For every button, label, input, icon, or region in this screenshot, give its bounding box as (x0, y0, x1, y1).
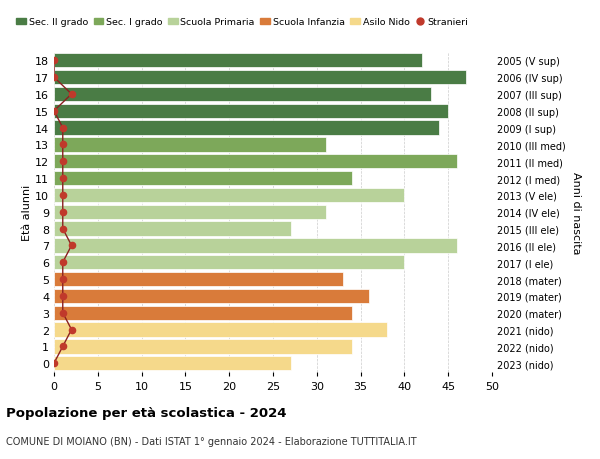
Bar (54, 306, 352, 320)
Bar (54, 239, 457, 253)
Bar (54, 71, 466, 85)
Bar (54, 323, 387, 337)
Legend: Sec. II grado, Sec. I grado, Scuola Primaria, Scuola Infanzia, Asilo Nido, Stran: Sec. II grado, Sec. I grado, Scuola Prim… (13, 14, 472, 31)
Point (67, 91, 76, 98)
Point (58, 158, 68, 166)
Point (49, 108, 59, 115)
Y-axis label: Età alunni: Età alunni (22, 184, 32, 241)
Point (67, 326, 76, 334)
Bar (54, 256, 404, 270)
Text: Popolazione per età scolastica - 2024: Popolazione per età scolastica - 2024 (6, 406, 287, 419)
Point (58, 225, 68, 233)
Bar (54, 54, 422, 68)
Bar (54, 121, 439, 135)
Bar (54, 205, 326, 219)
Point (49, 74, 59, 82)
Y-axis label: Anni di nascita: Anni di nascita (571, 171, 581, 253)
Bar (54, 289, 370, 303)
Point (58, 259, 68, 266)
Bar (54, 340, 352, 354)
Point (58, 175, 68, 182)
Point (67, 242, 76, 250)
Point (58, 208, 68, 216)
Point (58, 292, 68, 300)
Point (58, 125, 68, 132)
Point (58, 141, 68, 149)
Point (58, 192, 68, 199)
Text: COMUNE DI MOIANO (BN) - Dati ISTAT 1° gennaio 2024 - Elaborazione TUTTITALIA.IT: COMUNE DI MOIANO (BN) - Dati ISTAT 1° ge… (6, 436, 416, 446)
Bar (54, 88, 431, 102)
Bar (54, 155, 457, 169)
Point (58, 276, 68, 283)
Point (49, 57, 59, 65)
Bar (54, 356, 290, 370)
Bar (54, 138, 326, 152)
Point (58, 343, 68, 350)
Bar (54, 104, 448, 119)
Bar (54, 222, 290, 236)
Bar (54, 188, 404, 202)
Point (49, 360, 59, 367)
Point (58, 309, 68, 317)
Bar (54, 172, 352, 186)
Bar (54, 272, 343, 286)
